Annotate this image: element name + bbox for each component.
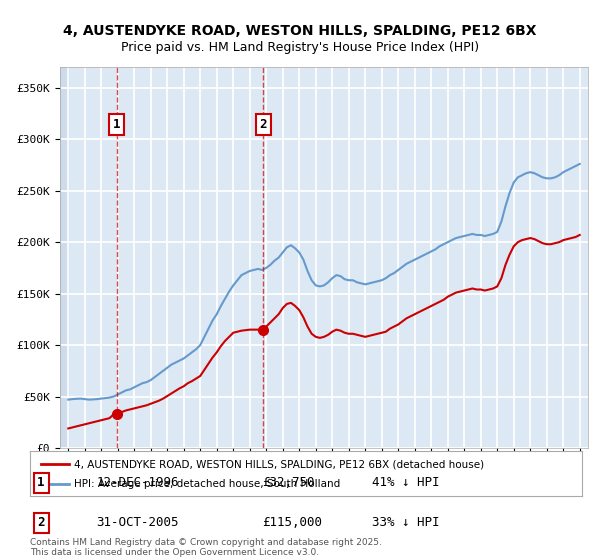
Text: 4, AUSTENDYKE ROAD, WESTON HILLS, SPALDING, PE12 6BX: 4, AUSTENDYKE ROAD, WESTON HILLS, SPALDI… [63,24,537,38]
Text: 1: 1 [37,477,45,489]
Text: HPI: Average price, detached house, South Holland: HPI: Average price, detached house, Sout… [74,479,340,489]
Text: £32,750: £32,750 [262,477,314,489]
Text: 2: 2 [260,118,267,131]
Text: 1: 1 [113,118,121,131]
Text: 41% ↓ HPI: 41% ↓ HPI [372,477,440,489]
Text: 33% ↓ HPI: 33% ↓ HPI [372,516,440,529]
Text: 31-OCT-2005: 31-OCT-2005 [96,516,179,529]
Text: £115,000: £115,000 [262,516,322,529]
Text: Price paid vs. HM Land Registry's House Price Index (HPI): Price paid vs. HM Land Registry's House … [121,41,479,54]
Text: 12-DEC-1996: 12-DEC-1996 [96,477,179,489]
Text: Contains HM Land Registry data © Crown copyright and database right 2025.
This d: Contains HM Land Registry data © Crown c… [30,538,382,557]
Text: 2: 2 [37,516,45,529]
Bar [60,67,68,448]
Text: 4, AUSTENDYKE ROAD, WESTON HILLS, SPALDING, PE12 6BX (detached house): 4, AUSTENDYKE ROAD, WESTON HILLS, SPALDI… [74,459,484,469]
